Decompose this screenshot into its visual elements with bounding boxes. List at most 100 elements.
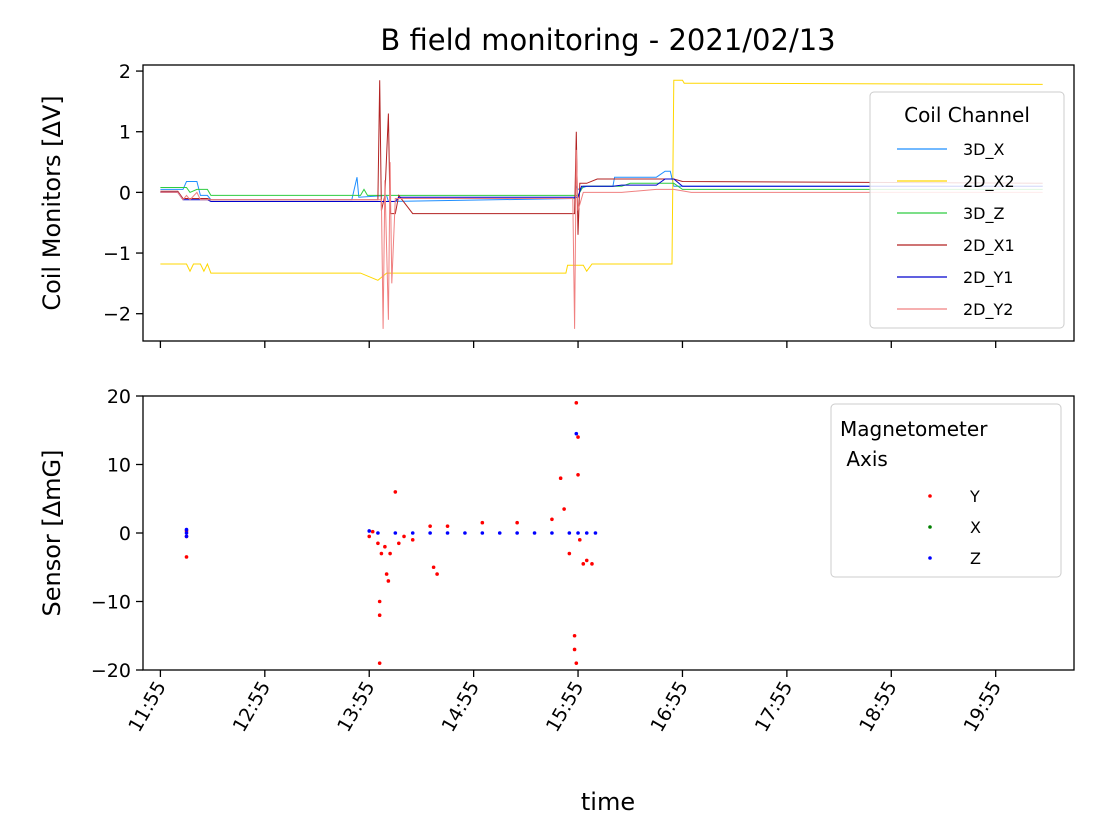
data-point-Z (428, 531, 432, 535)
data-point-Z (376, 531, 380, 535)
data-point-Y (402, 534, 406, 539)
legend-marker-Y (928, 494, 932, 498)
sensor-data (184, 401, 598, 665)
coil-legend-title: Coil Channel (904, 103, 1030, 127)
x-tick-label: 15:55 (542, 678, 588, 736)
x-tick-label: 17:55 (751, 678, 797, 736)
series-line-3D_Z (160, 182, 1043, 196)
coil-plot-frame (142, 64, 1075, 342)
data-point-Y (574, 401, 579, 405)
legend-marker-X (928, 525, 932, 529)
series-line-3D_X (160, 170, 1043, 203)
x-tick-label: 11:55 (124, 678, 170, 736)
data-point-Y (572, 633, 577, 638)
data-point-Y (562, 507, 566, 511)
data-point-Y (393, 490, 398, 494)
coil-y-tick-label: 0 (119, 182, 131, 204)
sensor-legend-box (830, 403, 1062, 578)
data-point-Y (377, 599, 382, 604)
data-point-Y (576, 435, 580, 439)
series-line-2D_Y1 (160, 178, 1043, 202)
data-point-Z (550, 531, 554, 535)
data-point-Y (576, 472, 580, 477)
coil-y-axis-label: Coil Monitors [ΔV] (38, 95, 66, 310)
data-point-Y (445, 524, 450, 528)
data-point-Y (377, 613, 382, 617)
data-point-Y (386, 579, 391, 583)
x-tick-label: 16:55 (646, 678, 692, 736)
data-point-Y (428, 524, 432, 528)
data-point-Y (581, 562, 586, 566)
data-point-Z (184, 534, 189, 539)
data-point-Y (480, 520, 485, 525)
data-point-Y (435, 572, 439, 576)
sensor-y-tick-label: 10 (107, 455, 131, 477)
sensor-y-axis-label: Sensor [ΔmG] (38, 449, 66, 616)
data-point-Y (515, 520, 519, 525)
data-point-Y (577, 538, 582, 542)
data-point-Y (383, 544, 387, 549)
legend-label-3D_Z: 3D_Z (963, 204, 1005, 224)
data-point-Y (370, 529, 375, 534)
legend-marker-Z (928, 556, 932, 560)
series-line-2D_Y2 (160, 149, 1043, 329)
sensor-plot-frame (142, 395, 1075, 671)
data-point-Z (576, 531, 580, 535)
data-point-Z (410, 531, 415, 535)
sensor-y-tick-label: 0 (119, 523, 131, 545)
data-point-Y (431, 565, 436, 570)
sensor-legend-title: Axis (840, 447, 888, 471)
legend-label-2D_Y1: 2D_Y1 (963, 268, 1013, 288)
coil-y-tick-label: 2 (119, 61, 131, 83)
coil-legend-box (869, 91, 1065, 329)
data-point-Z (184, 527, 189, 532)
data-point-Z (480, 531, 485, 535)
data-point-Z (574, 431, 579, 436)
data-point-Y (379, 551, 384, 556)
sensor-y-tick-label: −20 (91, 660, 131, 682)
data-point-Z (497, 531, 502, 535)
data-point-Y (558, 476, 563, 481)
x-tick-label: 14:55 (438, 678, 484, 736)
data-point-Z (367, 529, 372, 533)
data-point-Z (593, 531, 598, 535)
data-point-Y (397, 541, 401, 546)
coil-y-tick-label: 1 (119, 122, 131, 144)
legend-label-2D_X1: 2D_X1 (963, 236, 1015, 256)
legend-label-2D_X2: 2D_X2 (963, 172, 1015, 192)
coil-y-tick-label: −1 (103, 243, 131, 265)
data-point-Y (567, 551, 572, 556)
data-point-Y (590, 562, 594, 566)
data-point-Z (184, 531, 189, 535)
sensor-y-tick-label: −10 (91, 592, 131, 614)
x-tick-label: 19:55 (960, 678, 1006, 736)
data-point-Y (384, 572, 389, 576)
x-tick-label: 18:55 (855, 678, 901, 736)
data-point-Z (463, 531, 467, 535)
data-point-Y (376, 541, 380, 546)
x-tick-label: 12:55 (229, 678, 275, 736)
data-point-Y (572, 647, 577, 652)
data-point-Y (550, 517, 554, 522)
coil-y-tick-label: −2 (103, 304, 131, 326)
sensor-y-tick-label: 20 (107, 386, 131, 408)
data-point-Z (515, 531, 519, 535)
data-point-Z (445, 531, 450, 535)
data-point-Y (184, 555, 189, 559)
data-point-Y (377, 661, 382, 665)
x-axis-label: time (581, 788, 635, 816)
data-point-Z (393, 531, 398, 535)
legend-label-X: X (970, 518, 981, 537)
data-point-Y (410, 538, 415, 542)
series-line-2D_X2 (160, 79, 1043, 281)
x-tick-label: 13:55 (333, 678, 379, 736)
data-point-Y (388, 551, 392, 556)
legend-label-Z: Z (970, 549, 981, 568)
data-point-Z (532, 531, 537, 535)
chart-title: B field monitoring - 2021/02/13 (380, 23, 835, 57)
data-point-Z (584, 531, 589, 535)
data-point-Y (574, 661, 579, 665)
legend-label-3D_X: 3D_X (963, 140, 1005, 160)
